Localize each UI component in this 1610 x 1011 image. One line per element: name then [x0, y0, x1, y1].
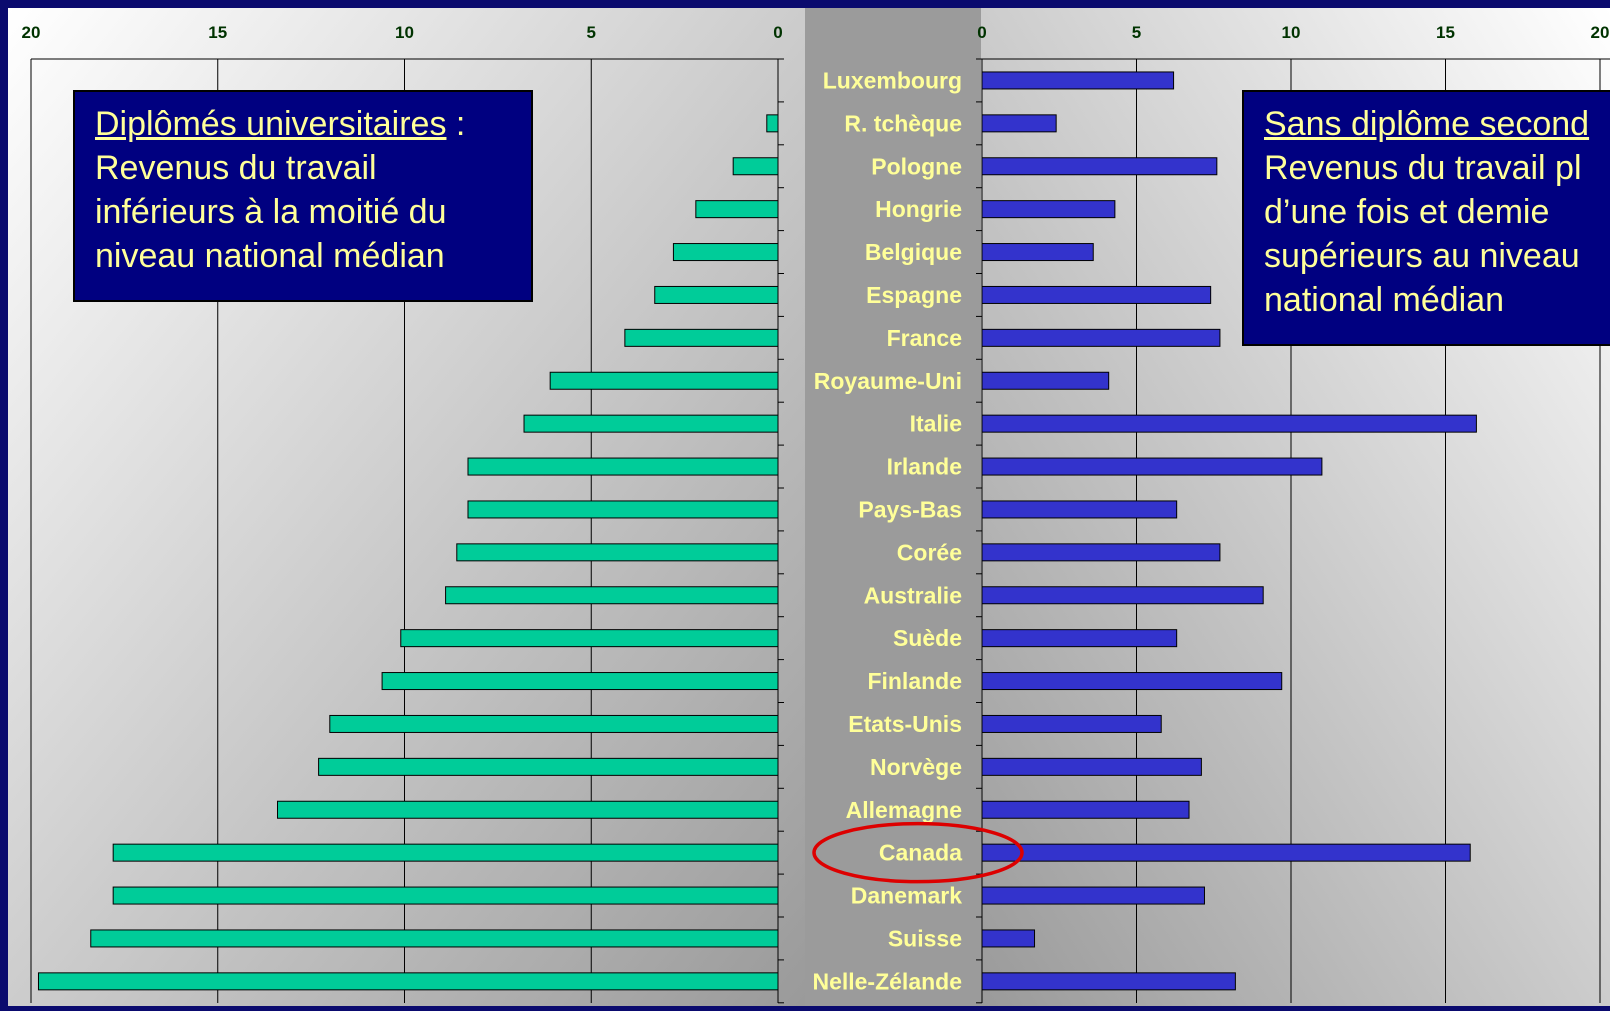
right-bar: [981, 500, 1178, 519]
right-annotation-line: national médian: [1264, 281, 1505, 319]
left-x-tick-label: 0: [773, 23, 782, 42]
left-bar: [523, 414, 779, 433]
left-bar: [732, 157, 779, 176]
left-x-tick-label: 20: [22, 23, 41, 42]
right-bar: [981, 972, 1236, 991]
country-label: Irlande: [887, 454, 962, 480]
right-bar: [981, 71, 1175, 90]
left-bar: [445, 586, 779, 605]
right-x-tick-label: 0: [977, 23, 986, 42]
country-label: Etats-Unis: [848, 711, 962, 737]
country-label: Hongrie: [875, 196, 962, 222]
country-label: Australie: [864, 582, 962, 608]
right-bar: [981, 114, 1057, 133]
left-annotation-line: niveau national médian: [95, 237, 445, 275]
country-label: Nelle-Zélande: [812, 968, 962, 994]
country-label: Danemark: [851, 883, 962, 909]
left-bar: [112, 843, 779, 862]
country-label: Royaume-Uni: [814, 368, 962, 394]
right-x-tick-label: 5: [1132, 23, 1141, 42]
country-label: R. tchèque: [844, 110, 962, 136]
country-label: Pologne: [871, 153, 962, 179]
highlight-ellipse: [812, 821, 1024, 884]
right-x-tick-label: 20: [1591, 23, 1610, 42]
left-bar: [549, 371, 779, 390]
country-label: France: [887, 325, 962, 351]
country-label: Belgique: [865, 239, 962, 265]
right-bar: [981, 714, 1162, 733]
left-bar: [318, 757, 779, 776]
right-bar: [981, 200, 1116, 219]
right-bar: [981, 285, 1212, 304]
left-bar: [467, 457, 779, 476]
left-bar: [400, 629, 779, 648]
left-bar: [381, 672, 779, 691]
left-x-tick-label: 15: [208, 23, 227, 42]
right-annotation-line: d’une fois et demie: [1264, 193, 1550, 231]
country-label: Luxembourg: [823, 67, 962, 93]
country-label: Italie: [910, 411, 962, 437]
right-bar: [981, 586, 1264, 605]
right-bar: [981, 672, 1283, 691]
right-x-tick-label: 15: [1436, 23, 1455, 42]
country-label: Espagne: [866, 282, 962, 308]
right-bar: [981, 243, 1094, 262]
left-bar: [654, 285, 779, 304]
right-bar: [981, 328, 1221, 347]
left-bar: [112, 886, 779, 905]
left-bar: [90, 929, 779, 948]
left-bar: [277, 800, 779, 819]
left-annotation-heading: Diplômés universitaires: [95, 105, 447, 143]
label-column-background: [805, 8, 981, 1006]
left-bar: [467, 500, 779, 519]
left-annotation-line: Revenus du travail: [95, 149, 377, 187]
right-bar: [981, 157, 1218, 176]
left-bar: [695, 200, 779, 219]
right-annotation-heading: Sans diplôme second: [1264, 105, 1590, 143]
left-annotation-heading-suffix: :: [446, 105, 466, 143]
left-annotation-heading-line: Diplômés universitaires :: [95, 102, 511, 146]
left-bar: [624, 328, 779, 347]
right-bar: [981, 800, 1190, 819]
country-label: Suède: [893, 625, 962, 651]
right-x-tick-label: 10: [1282, 23, 1301, 42]
right-bar: [981, 757, 1202, 776]
left-annotation-line: inférieurs à la moitié du: [95, 193, 447, 231]
right-bar: [981, 886, 1205, 905]
left-bar: [766, 114, 779, 133]
country-label: Canada: [879, 840, 962, 866]
left-x-tick-label: 5: [587, 23, 596, 42]
right-bar: [981, 414, 1477, 433]
left-bar: [672, 243, 779, 262]
country-label: Finlande: [867, 668, 962, 694]
country-label: Suisse: [888, 925, 962, 951]
right-annotation-line: Revenus du travail pl: [1264, 149, 1582, 187]
left-x-tick-label: 10: [395, 23, 414, 42]
country-label: Corée: [897, 539, 962, 565]
right-annotation-line: supérieurs au niveau: [1264, 237, 1580, 275]
right-bar: [981, 929, 1036, 948]
country-label: Pays-Bas: [858, 496, 962, 522]
right-bar: [981, 843, 1471, 862]
left-bar: [37, 972, 779, 991]
country-label: Allemagne: [846, 797, 962, 823]
right-bar: [981, 371, 1110, 390]
country-label: Norvège: [870, 754, 962, 780]
right-annotation-box: Sans diplôme second Revenus du travail p…: [1242, 90, 1610, 346]
left-annotation-box: Diplômés universitaires : Revenus du tra…: [73, 90, 533, 302]
left-bar: [329, 714, 779, 733]
left-bar: [456, 543, 779, 562]
right-bar: [981, 457, 1323, 476]
right-bar: [981, 543, 1221, 562]
right-bar: [981, 629, 1178, 648]
